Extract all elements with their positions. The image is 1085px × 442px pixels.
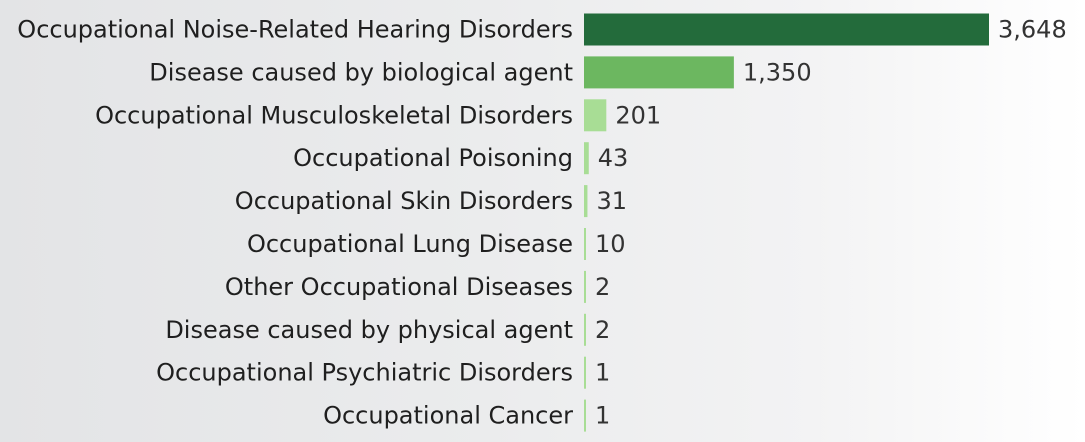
bar-row: Occupational Noise-Related Hearing Disor… bbox=[17, 13, 1067, 46]
bar[interactable] bbox=[584, 185, 588, 218]
bar-row: Occupational Psychiatric Disorders 1 bbox=[156, 356, 610, 389]
category-label: Other Occupational Diseases bbox=[225, 273, 573, 301]
bar-row: Disease caused by biological agent 1,350 bbox=[149, 56, 812, 89]
category-label: Occupational Psychiatric Disorders bbox=[156, 359, 573, 387]
bar[interactable] bbox=[584, 399, 586, 432]
bar-row: Other Occupational Diseases 2 bbox=[225, 270, 610, 303]
bar[interactable] bbox=[584, 356, 586, 389]
bar-row: Occupational Poisoning 43 bbox=[293, 142, 629, 175]
bar[interactable] bbox=[584, 313, 586, 346]
value-label: 1 bbox=[595, 359, 610, 387]
value-label: 2 bbox=[595, 273, 610, 301]
category-label: Occupational Cancer bbox=[323, 402, 573, 430]
bar-row: Occupational Musculoskeletal Disorders 20… bbox=[95, 99, 661, 132]
category-label: Occupational Poisoning bbox=[293, 144, 573, 172]
value-label: 3,648 bbox=[998, 16, 1067, 44]
bar[interactable] bbox=[584, 142, 589, 175]
category-label: Occupational Noise-Related Hearing Disor… bbox=[17, 16, 573, 44]
category-label: Occupational Skin Disorders bbox=[235, 187, 573, 215]
value-label: 43 bbox=[598, 144, 629, 172]
category-label: Disease caused by biological agent bbox=[149, 58, 573, 86]
value-label: 2 bbox=[595, 316, 610, 344]
value-label: 1,350 bbox=[743, 58, 812, 86]
value-label: 201 bbox=[615, 101, 661, 129]
bar-row: Occupational Cancer 1 bbox=[323, 399, 610, 432]
bars-group: Occupational Noise-Related Hearing Disor… bbox=[17, 13, 1067, 432]
value-label: 1 bbox=[595, 402, 610, 430]
category-label: Occupational Lung Disease bbox=[247, 230, 573, 258]
value-label: 10 bbox=[595, 230, 626, 258]
category-label: Occupational Musculoskeletal Disorders bbox=[95, 101, 573, 129]
category-label: Disease caused by physical agent bbox=[165, 316, 573, 344]
bar[interactable] bbox=[584, 13, 989, 46]
bar[interactable] bbox=[584, 228, 586, 260]
bar[interactable] bbox=[584, 99, 607, 132]
bar-row: Occupational Lung Disease 10 bbox=[247, 228, 626, 260]
bar-row: Disease caused by physical agent 2 bbox=[165, 313, 610, 346]
bar-row: Occupational Skin Disorders 31 bbox=[235, 185, 627, 218]
bar[interactable] bbox=[584, 270, 586, 303]
bar[interactable] bbox=[584, 56, 734, 89]
value-label: 31 bbox=[596, 187, 627, 215]
